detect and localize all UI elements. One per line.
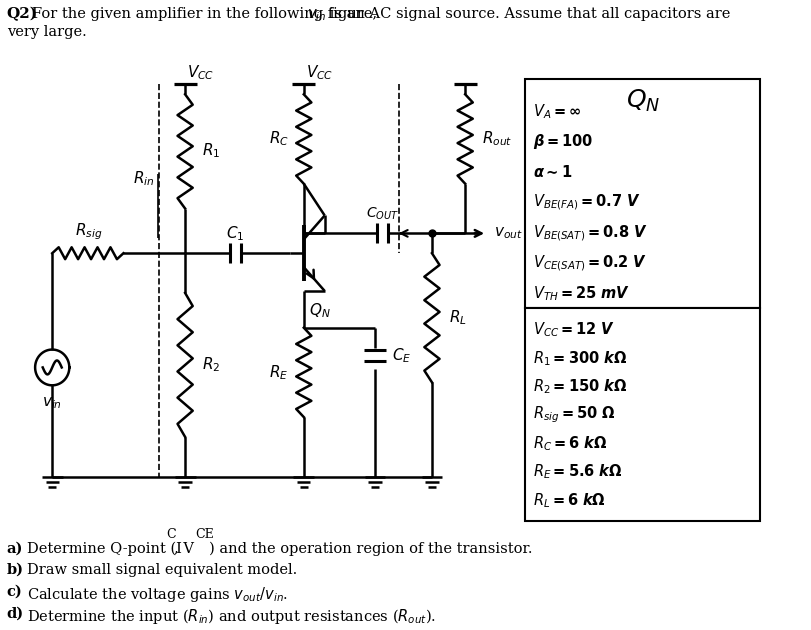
Text: c): c)	[6, 585, 23, 599]
Text: $C_1$: $C_1$	[226, 224, 244, 243]
Text: $R_C$: $R_C$	[268, 130, 288, 149]
Text: very large.: very large.	[6, 25, 86, 39]
Text: CE: CE	[195, 528, 214, 541]
Text: $R_L$: $R_L$	[448, 309, 466, 327]
Text: C: C	[166, 528, 175, 541]
Text: $\boldsymbol{V_{BE(SAT)} = 0.8\ V}$: $\boldsymbol{V_{BE(SAT)} = 0.8\ V}$	[532, 223, 646, 243]
Text: d): d)	[6, 607, 24, 621]
Text: $\boldsymbol{R_C = 6\ k\Omega}$: $\boldsymbol{R_C = 6\ k\Omega}$	[532, 434, 606, 453]
Text: $\boldsymbol{V_{TH} = 25\ mV}$: $\boldsymbol{V_{TH} = 25\ mV}$	[532, 285, 629, 303]
Text: $\boldsymbol{\alpha \sim 1}$: $\boldsymbol{\alpha \sim 1}$	[532, 164, 571, 180]
Text: $Q_N$: $Q_N$	[308, 302, 330, 320]
Text: Draw small signal equivalent model.: Draw small signal equivalent model.	[27, 563, 297, 577]
Bar	[525, 79, 759, 308]
Text: , V: , V	[174, 541, 194, 555]
Text: Q2): Q2)	[6, 7, 37, 21]
Text: $\boldsymbol{Q_N}$: $\boldsymbol{Q_N}$	[624, 88, 659, 113]
Text: Determine the input ($R_{in}$) and output resistances ($R_{out}$).: Determine the input ($R_{in}$) and outpu…	[27, 607, 436, 626]
Text: $\boldsymbol{V_{CE(SAT)} = 0.2\ V}$: $\boldsymbol{V_{CE(SAT)} = 0.2\ V}$	[532, 254, 646, 273]
Text: $\boldsymbol{V_{CC} = 12\ V}$: $\boldsymbol{V_{CC} = 12\ V}$	[532, 320, 614, 339]
Text: $\boldsymbol{R_E = 5.6\ k\Omega}$: $\boldsymbol{R_E = 5.6\ k\Omega}$	[532, 462, 621, 481]
Text: $v_{out}$: $v_{out}$	[493, 226, 521, 241]
Text: is an AC signal source. Assume that all capacitors are: is an AC signal source. Assume that all …	[324, 7, 729, 21]
Text: $V_{CC}$: $V_{CC}$	[187, 63, 214, 82]
Text: Calculate the voltage gains $v_{out}/v_{in}$.: Calculate the voltage gains $v_{out}/v_{…	[27, 585, 287, 604]
Bar	[525, 308, 759, 522]
Text: Determine Q-point (I: Determine Q-point (I	[27, 541, 181, 556]
Text: $\boldsymbol{R_1 = 300\ k\Omega}$: $\boldsymbol{R_1 = 300\ k\Omega}$	[532, 349, 626, 367]
Text: $V_{CC}$: $V_{CC}$	[305, 63, 333, 82]
Text: ) and the operation region of the transistor.: ) and the operation region of the transi…	[208, 541, 532, 556]
Text: a): a)	[6, 541, 23, 555]
Text: $\boldsymbol{V_A = \infty}$: $\boldsymbol{V_A = \infty}$	[532, 102, 580, 120]
Text: $R_1$: $R_1$	[202, 142, 221, 160]
Text: $\boldsymbol{R_{sig} = 50\ \Omega}$: $\boldsymbol{R_{sig} = 50\ \Omega}$	[532, 405, 614, 425]
Text: b): b)	[6, 563, 24, 577]
Text: $R_{in}$: $R_{in}$	[133, 169, 155, 188]
Text: $R_2$: $R_2$	[202, 355, 221, 374]
Text: $\boldsymbol{R_2 = 150\ k\Omega}$: $\boldsymbol{R_2 = 150\ k\Omega}$	[532, 377, 626, 396]
Text: $\boldsymbol{\beta = 100}$: $\boldsymbol{\beta = 100}$	[532, 132, 592, 151]
Text: $v_{in}$: $v_{in}$	[307, 7, 325, 23]
Text: $R_{out}$: $R_{out}$	[482, 130, 512, 149]
Text: $R_E$: $R_E$	[269, 363, 288, 382]
Text: $C_E$: $C_E$	[392, 346, 411, 365]
Text: For the given amplifier in the following figure,: For the given amplifier in the following…	[32, 7, 381, 21]
Text: $v_{in}$: $v_{in}$	[42, 396, 62, 411]
Text: $R_{sig}$: $R_{sig}$	[75, 221, 102, 242]
Text: $\boldsymbol{R_L = 6\ k\Omega}$: $\boldsymbol{R_L = 6\ k\Omega}$	[532, 491, 605, 510]
Text: $C_{OUT}$: $C_{OUT}$	[366, 205, 399, 222]
Text: $\boldsymbol{V_{BE(FA)} = 0.7\ V}$: $\boldsymbol{V_{BE(FA)} = 0.7\ V}$	[532, 193, 640, 212]
